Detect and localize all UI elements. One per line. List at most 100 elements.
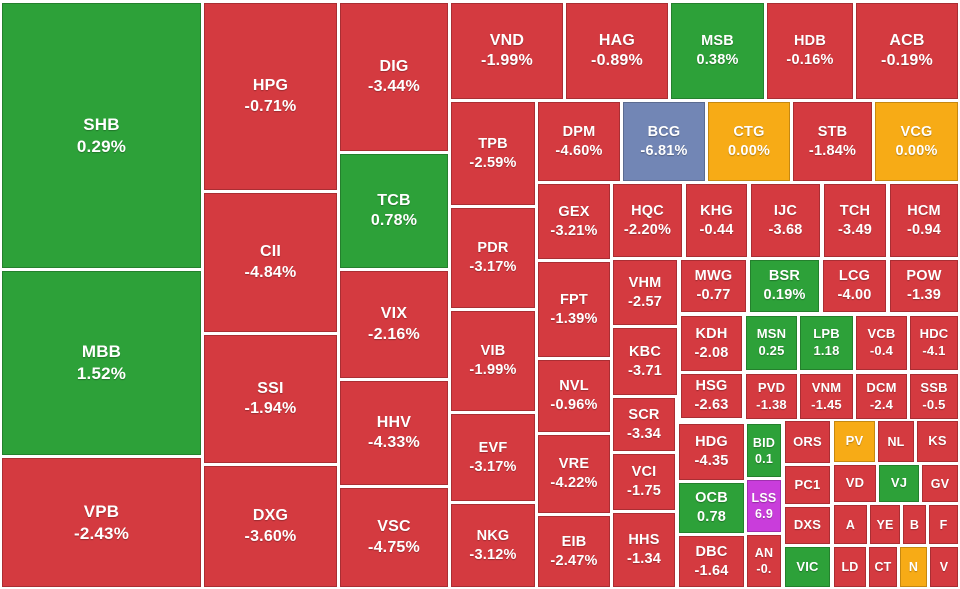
tile-DBC[interactable]: DBC -1.64 bbox=[679, 536, 744, 587]
tile-MSB[interactable]: MSB 0.38% bbox=[671, 3, 764, 99]
change-percent: -3.17% bbox=[469, 259, 517, 275]
ticker-symbol: HAG bbox=[598, 31, 636, 49]
ticker-symbol: HHV bbox=[376, 413, 412, 431]
tile-VCI[interactable]: VCI -1.75 bbox=[613, 454, 675, 510]
tile-VRE[interactable]: VRE -4.22% bbox=[538, 435, 610, 513]
tile-POW[interactable]: POW -1.39 bbox=[890, 260, 958, 312]
tile-HPG[interactable]: HPG -0.71% bbox=[204, 3, 337, 190]
tile-DIG[interactable]: DIG -3.44% bbox=[340, 3, 448, 151]
tile-MWG[interactable]: MWG -0.77 bbox=[681, 260, 746, 312]
tile-VHM[interactable]: VHM -2.57 bbox=[613, 260, 677, 325]
tile-NL[interactable]: NL bbox=[878, 421, 914, 462]
ticker-symbol: STB bbox=[817, 123, 848, 140]
tile-KHG[interactable]: KHG -0.44 bbox=[686, 184, 747, 257]
tile-AN[interactable]: AN -0. bbox=[747, 535, 781, 587]
tile-ACB[interactable]: ACB -0.19% bbox=[856, 3, 958, 99]
tile-VD[interactable]: VD bbox=[834, 465, 876, 502]
tile-PVD[interactable]: PVD -1.38 bbox=[746, 374, 797, 419]
tile-ORS[interactable]: ORS bbox=[785, 421, 830, 463]
tile-EIB[interactable]: EIB -2.47% bbox=[538, 516, 610, 587]
tile-FPT[interactable]: FPT -1.39% bbox=[538, 262, 610, 357]
tile-VIX[interactable]: VIX -2.16% bbox=[340, 271, 448, 378]
tile-LSS[interactable]: LSS 6.9 bbox=[747, 480, 781, 532]
tile-TCH[interactable]: TCH -3.49 bbox=[824, 184, 886, 257]
tile-MBB[interactable]: MBB 1.52% bbox=[2, 271, 201, 455]
tile-V[interactable]: V bbox=[930, 547, 958, 587]
tile-SHB[interactable]: SHB 0.29% bbox=[2, 3, 201, 268]
tile-SSB[interactable]: SSB -0.5 bbox=[910, 374, 958, 419]
change-percent: -0.94 bbox=[906, 221, 942, 238]
tile-HDG[interactable]: HDG -4.35 bbox=[679, 424, 744, 480]
ticker-symbol: DXG bbox=[252, 507, 289, 525]
tile-IJC[interactable]: IJC -3.68 bbox=[751, 184, 820, 257]
tile-DCM[interactable]: DCM -2.4 bbox=[856, 374, 907, 419]
tile-NVL[interactable]: NVL -0.96% bbox=[538, 360, 610, 432]
tile-VCG[interactable]: VCG 0.00% bbox=[875, 102, 958, 181]
tile-PV[interactable]: PV bbox=[834, 421, 875, 462]
tile-HDB[interactable]: HDB -0.16% bbox=[767, 3, 853, 99]
tile-VCB[interactable]: VCB -0.4 bbox=[856, 316, 907, 370]
tile-N[interactable]: N bbox=[900, 547, 927, 587]
tile-LD[interactable]: LD bbox=[834, 547, 866, 587]
tile-HCM[interactable]: HCM -0.94 bbox=[890, 184, 958, 257]
tile-F[interactable]: F bbox=[929, 505, 958, 544]
tile-CTG[interactable]: CTG 0.00% bbox=[708, 102, 790, 181]
change-percent: -1.38 bbox=[756, 396, 787, 412]
tile-PDR[interactable]: PDR -3.17% bbox=[451, 208, 535, 308]
tile-VNM[interactable]: VNM -1.45 bbox=[800, 374, 853, 419]
tile-BSR[interactable]: BSR 0.19% bbox=[750, 260, 819, 312]
ticker-symbol: A bbox=[845, 517, 856, 532]
tile-HHS[interactable]: HHS -1.34 bbox=[613, 513, 675, 587]
tile-CII[interactable]: CII -4.84% bbox=[204, 193, 337, 332]
tile-HSG[interactable]: HSG -2.63 bbox=[681, 374, 742, 418]
tile-SCR[interactable]: SCR -3.34 bbox=[613, 398, 675, 451]
tile-BID[interactable]: BID 0.1 bbox=[747, 424, 781, 477]
tile-DXS[interactable]: DXS bbox=[785, 507, 830, 544]
tile-YE[interactable]: YE bbox=[870, 505, 900, 544]
change-percent: -4.00 bbox=[837, 287, 872, 303]
tile-LCG[interactable]: LCG -4.00 bbox=[823, 260, 886, 312]
tile-BCG[interactable]: BCG -6.81% bbox=[623, 102, 705, 181]
tile-VPB[interactable]: VPB -2.43% bbox=[2, 458, 201, 587]
ticker-symbol: SSB bbox=[920, 379, 948, 395]
tile-TCB[interactable]: TCB 0.78% bbox=[340, 154, 448, 268]
change-percent: 0.78% bbox=[370, 212, 418, 229]
tile-VIB[interactable]: VIB -1.99% bbox=[451, 311, 535, 411]
ticker-symbol: LCG bbox=[838, 268, 871, 285]
ticker-symbol: NL bbox=[887, 434, 905, 449]
ticker-symbol: HCM bbox=[907, 202, 941, 219]
tile-VJ[interactable]: VJ bbox=[879, 465, 919, 502]
tile-EVF[interactable]: EVF -3.17% bbox=[451, 414, 535, 501]
tile-GEX[interactable]: GEX -3.21% bbox=[538, 184, 610, 259]
tile-HHV[interactable]: HHV -4.33% bbox=[340, 381, 448, 485]
tile-TPB[interactable]: TPB -2.59% bbox=[451, 102, 535, 205]
tile-GV[interactable]: GV bbox=[922, 465, 958, 502]
tile-B[interactable]: B bbox=[903, 505, 926, 544]
ticker-symbol: KS bbox=[928, 433, 947, 449]
tile-OCB[interactable]: OCB 0.78 bbox=[679, 483, 744, 533]
tile-LPB[interactable]: LPB 1.18 bbox=[800, 316, 853, 370]
change-percent: -2.20% bbox=[623, 221, 672, 238]
tile-DPM[interactable]: DPM -4.60% bbox=[538, 102, 620, 181]
tile-HQC[interactable]: HQC -2.20% bbox=[613, 184, 682, 257]
tile-KS[interactable]: KS bbox=[917, 421, 958, 462]
tile-MSN[interactable]: MSN 0.25 bbox=[746, 316, 797, 370]
ticker-symbol: SHB bbox=[83, 114, 120, 134]
tile-VSC[interactable]: VSC -4.75% bbox=[340, 488, 448, 587]
tile-CT[interactable]: CT bbox=[869, 547, 897, 587]
tile-SSI[interactable]: SSI -1.94% bbox=[204, 335, 337, 463]
tile-STB[interactable]: STB -1.84% bbox=[793, 102, 872, 181]
tile-VND[interactable]: VND -1.99% bbox=[451, 3, 563, 99]
tile-DXG[interactable]: DXG -3.60% bbox=[204, 466, 337, 587]
change-percent: -2.08 bbox=[694, 344, 729, 361]
tile-HDC[interactable]: HDC -4.1 bbox=[910, 316, 958, 370]
tile-VIC[interactable]: VIC bbox=[785, 547, 830, 587]
tile-HAG[interactable]: HAG -0.89% bbox=[566, 3, 668, 99]
tile-KBC[interactable]: KBC -3.71 bbox=[613, 328, 677, 395]
tile-KDH[interactable]: KDH -2.08 bbox=[681, 316, 742, 371]
tile-A[interactable]: A bbox=[834, 505, 867, 544]
tile-NKG[interactable]: NKG -3.12% bbox=[451, 504, 535, 587]
change-percent: 0.78 bbox=[696, 509, 727, 525]
tile-PC1[interactable]: PC1 bbox=[785, 466, 830, 504]
ticker-symbol: VCB bbox=[867, 326, 896, 342]
